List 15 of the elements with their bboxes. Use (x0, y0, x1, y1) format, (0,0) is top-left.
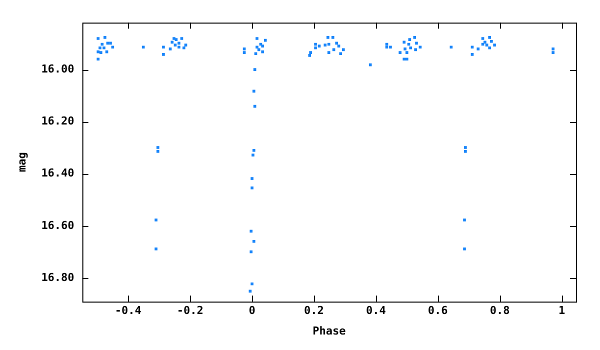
y-tick-label: 16.20 (41, 114, 74, 128)
x-tick-label: 0 (248, 304, 256, 318)
x-tick-label: 0.2 (304, 304, 324, 318)
x-tick-label: 0.4 (366, 304, 386, 318)
x-tick-label: -0.2 (176, 304, 204, 318)
y-tick-label: 16.00 (41, 62, 74, 76)
y-axis-title: mag (15, 152, 28, 172)
x-tick-label: 1 (558, 304, 566, 318)
y-tick-label: 16.40 (41, 166, 74, 180)
x-tick-label: 0.8 (490, 304, 510, 318)
y-tick-label: 16.80 (41, 270, 74, 284)
y-tick-label: 16.60 (41, 218, 74, 232)
x-tick-label: 0.6 (428, 304, 448, 318)
x-axis-title: Phase (312, 324, 346, 338)
x-tick-label: -0.4 (114, 304, 142, 318)
